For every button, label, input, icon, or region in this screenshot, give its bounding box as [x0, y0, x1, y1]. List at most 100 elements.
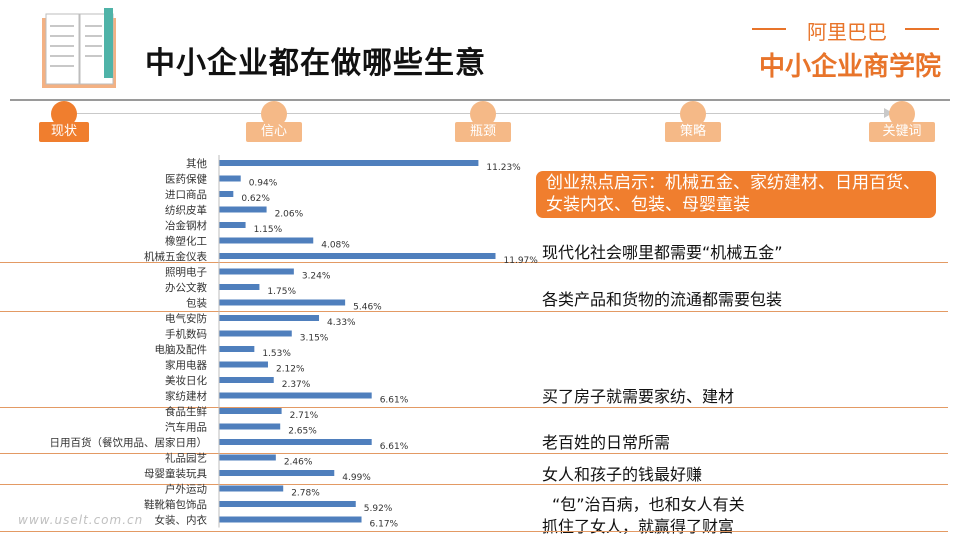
group-separator	[0, 407, 948, 408]
timeline-arrow-icon	[884, 108, 893, 118]
bar	[219, 253, 496, 259]
category-label: 家用电器	[165, 359, 207, 372]
value-label: 1.75%	[267, 287, 296, 297]
category-label: 其他	[186, 157, 207, 170]
bar	[219, 361, 268, 368]
bar	[219, 485, 284, 492]
note-packaging: 各类产品和货物的流通都需要包装	[542, 290, 783, 309]
watermark-text: www.uselt.com.cn	[18, 513, 144, 527]
bar	[219, 423, 281, 430]
category-label: 进口商品	[165, 188, 207, 201]
category-label: 电脑及配件	[155, 343, 208, 356]
category-label: 美妆日化	[165, 374, 207, 387]
callout-text: 创业热点启示：机械五金、家纺建材、日用百货、女装内衣、包装、母婴童装	[546, 173, 920, 215]
timeline-stage-0[interactable]: 现状	[39, 122, 89, 142]
category-label: 医药保健	[165, 173, 207, 186]
value-label: 1.53%	[262, 349, 291, 359]
category-label: 手机数码	[165, 328, 207, 341]
bar	[219, 206, 267, 213]
brand-logo: 阿里巴巴 中小企业商学院	[0, 0, 960, 90]
bar	[219, 439, 372, 445]
bar	[219, 268, 294, 275]
group-separator	[0, 531, 948, 532]
bar	[219, 175, 241, 182]
value-label: 11.97%	[504, 256, 539, 266]
category-label: 电气安防	[165, 312, 207, 325]
note-bags: “包”治百病，也和女人有关	[552, 495, 745, 514]
callout-box	[536, 171, 936, 218]
category-label: 照明电子	[165, 266, 207, 279]
bar	[219, 377, 274, 383]
bar	[219, 237, 314, 244]
bar	[219, 284, 260, 290]
value-label: 4.99%	[342, 473, 371, 483]
bar	[219, 470, 335, 476]
bar	[219, 315, 320, 321]
category-label: 礼品园艺	[165, 452, 207, 465]
value-label: 3.15%	[300, 334, 329, 344]
bar	[219, 299, 346, 306]
category-label: 纺织皮革	[165, 204, 207, 217]
value-label: 4.33%	[327, 318, 356, 328]
category-label: 冶金钢材	[165, 219, 207, 232]
group-separator	[0, 484, 948, 485]
value-label: 3.24%	[302, 272, 331, 282]
category-label: 办公文教	[165, 281, 207, 294]
timeline-stage-4[interactable]: 关键词	[869, 122, 935, 142]
brand-top-text: 阿里巴巴	[807, 20, 887, 44]
category-label: 家纺建材	[165, 390, 207, 403]
value-label: 2.06%	[275, 210, 304, 220]
category-label: 鞋靴箱包饰品	[144, 498, 207, 511]
header-divider	[10, 99, 950, 101]
category-label: 母婴童装玩具	[144, 467, 207, 480]
group-separator	[0, 453, 948, 454]
bar	[219, 346, 255, 352]
value-label: 2.71%	[290, 411, 319, 421]
category-label: 户外运动	[165, 483, 207, 496]
timeline-stage-1[interactable]: 信心	[246, 122, 302, 142]
category-label: 汽车用品	[165, 421, 207, 434]
category-label: 包装	[186, 297, 207, 310]
category-label: 女装、内衣	[155, 514, 208, 527]
value-label: 2.78%	[291, 489, 320, 499]
category-label: 机械五金仪表	[144, 250, 207, 263]
note-machinery: 现代化社会哪里都需要“机械五金”	[542, 243, 783, 262]
value-label: 2.46%	[284, 458, 313, 468]
bar	[219, 222, 246, 228]
bar	[219, 516, 362, 523]
bar	[219, 408, 282, 414]
note-home-textile: 买了房子就需要家纺、建材	[542, 387, 735, 406]
brand-line-left	[752, 28, 786, 30]
value-label: 1.15%	[254, 225, 283, 235]
bar	[219, 392, 372, 399]
value-label: 2.37%	[282, 380, 311, 390]
value-label: 6.61%	[380, 442, 409, 452]
note-daily-needs: 老百姓的日常所需	[542, 433, 671, 452]
page-title: 中小企业都在做哪些生意	[145, 46, 486, 81]
category-label: 日用百货（餐饮用品、居家日用）	[50, 436, 208, 449]
category-label: 橡塑化工	[165, 235, 207, 248]
value-label: 0.94%	[249, 179, 278, 189]
note-women-children: 女人和孩子的钱最好赚	[542, 465, 703, 484]
bar	[219, 191, 234, 197]
brand-main-text: 中小企业商学院	[758, 52, 941, 82]
timeline-stage-2[interactable]: 瓶颈	[455, 122, 511, 142]
value-label: 2.65%	[288, 427, 317, 437]
value-label: 6.61%	[380, 396, 409, 406]
value-label: 0.62%	[241, 194, 270, 204]
value-label: 5.92%	[364, 504, 393, 514]
group-separator	[0, 262, 948, 263]
bar	[219, 501, 356, 507]
bar	[219, 330, 292, 337]
bar	[219, 160, 479, 166]
value-label: 11.23%	[486, 163, 521, 173]
category-label: 食品生鲜	[165, 405, 207, 418]
brand-line-right	[905, 28, 939, 30]
value-label: 5.46%	[353, 303, 382, 313]
bar	[219, 454, 276, 461]
value-label: 6.17%	[370, 520, 399, 530]
timeline-stage-3[interactable]: 策略	[665, 122, 721, 142]
group-separator	[0, 311, 948, 312]
value-label: 4.08%	[321, 241, 350, 251]
value-label: 2.12%	[276, 365, 305, 375]
